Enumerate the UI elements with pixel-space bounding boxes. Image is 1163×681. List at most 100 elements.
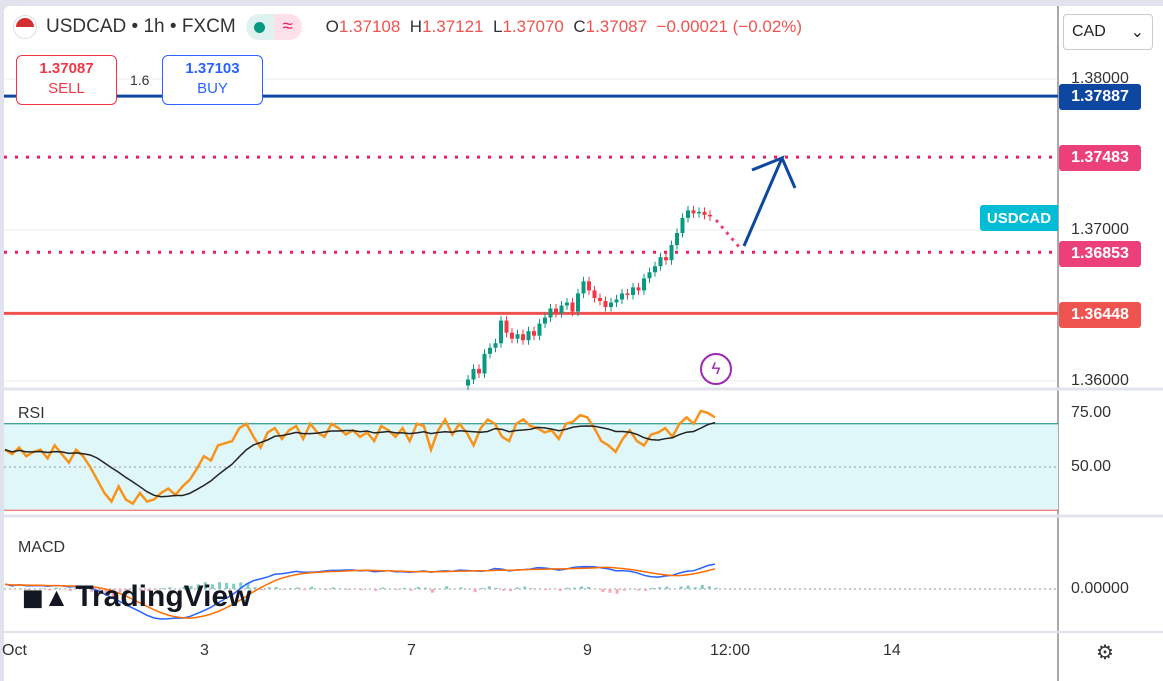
level-tag: 1.36853 [1059, 241, 1141, 267]
market-open-icon [245, 14, 274, 40]
spread: 1.6 [130, 72, 150, 88]
macd-histogram-bar [139, 589, 143, 591]
macd-histogram-bar [622, 589, 626, 591]
price-tick: 1.37000 [1071, 221, 1129, 238]
macd-histogram-bar [274, 587, 278, 589]
time-tick: Oct [2, 642, 27, 659]
macd-histogram-bar [636, 589, 640, 591]
tv-logo-icon: ◼▲ [22, 581, 70, 612]
price-tick: 1.36000 [1071, 372, 1129, 389]
macd-histogram-bar [47, 589, 51, 591]
macd-histogram-bar [565, 587, 569, 589]
macd-histogram-bar [253, 587, 257, 589]
macd-histogram-bar [118, 589, 122, 593]
candle-body [614, 299, 619, 303]
macd-histogram-bar [260, 589, 264, 591]
rsi-line [4, 409, 716, 506]
candle-body [592, 290, 597, 298]
macd-histogram-bar [331, 587, 335, 589]
chevron-down-icon: ⌄ [1130, 24, 1144, 41]
macd-histogram-bar [658, 587, 662, 589]
time-tick: 9 [583, 642, 592, 659]
candle-body [482, 353, 487, 374]
candle-body [532, 331, 536, 336]
macd-histogram-bar [679, 586, 683, 589]
macd-histogram-bar [360, 589, 363, 591]
lightning-event-icon[interactable]: ϟ [700, 353, 732, 385]
macd-histogram-bar [111, 589, 115, 597]
macd-histogram-bar [558, 589, 562, 591]
macd-histogram-bar [651, 587, 655, 589]
candle-body [515, 334, 520, 339]
candle-body [576, 293, 580, 312]
macd-histogram-bar [296, 587, 300, 589]
macd-histogram-bar [516, 587, 520, 589]
macd-histogram-bar [125, 589, 129, 595]
macd-histogram-bar [665, 586, 669, 589]
market-status[interactable]: ≈ [245, 14, 302, 40]
time-tick: 12:00 [710, 642, 751, 659]
macd-histogram-bar [26, 589, 30, 590]
macd-histogram-bar [480, 588, 484, 589]
macd-histogram-bar [608, 589, 612, 593]
macd-tick: 0.00000 [1071, 580, 1129, 597]
candle-body [658, 257, 663, 267]
candle-body [471, 368, 476, 380]
projection-arrow-icon [742, 155, 797, 247]
candle-body [499, 320, 503, 344]
macd-histogram-bar [324, 589, 328, 591]
candle-body [521, 334, 525, 341]
macd-histogram-bar [523, 586, 527, 589]
macd-histogram-bar [573, 587, 576, 589]
candle-body [702, 211, 707, 215]
macd-histogram-bar [445, 586, 449, 589]
macd-histogram-bar [544, 589, 548, 591]
usd-cad-flag-icon [14, 16, 36, 38]
level-tag: 1.37887 [1059, 84, 1141, 110]
candle-body [620, 293, 624, 300]
macd-histogram-bar [580, 586, 584, 589]
macd-histogram-bar [196, 584, 200, 589]
candle-body [647, 272, 652, 279]
macd-histogram-bar [289, 588, 292, 589]
rsi-tick: 75.00 [1071, 404, 1112, 421]
macd-histogram-bar [267, 587, 271, 589]
symbol-title[interactable]: USDCAD • 1h • FXCM [46, 16, 236, 37]
macd-histogram-bar [459, 587, 463, 589]
settings-gear-icon[interactable]: ⚙ [1096, 642, 1114, 664]
candle-body [510, 332, 514, 339]
macd-histogram-bar [68, 589, 72, 592]
candle-body [675, 233, 679, 246]
buy-button[interactable]: 1.37103 BUY [162, 55, 263, 105]
candle-body [669, 245, 674, 261]
price-tick: 1.38000 [1071, 70, 1129, 87]
macd-histogram-bar [587, 587, 591, 589]
currency-select[interactable]: CAD ⌄ [1063, 14, 1153, 50]
macd-histogram-bar [438, 588, 442, 589]
candle-body [504, 320, 509, 333]
candle-body [636, 287, 641, 291]
candle-body [686, 210, 690, 218]
candle-body [598, 297, 602, 301]
macd-histogram-bar [644, 589, 647, 591]
macd-histogram-bar [76, 588, 79, 589]
candle-body [543, 317, 547, 324]
macd-histogram-bar [416, 586, 420, 589]
macd-histogram-bar [303, 589, 307, 591]
candle-body [587, 281, 591, 291]
candle-body [526, 331, 531, 341]
macd-histogram-bar [210, 584, 214, 589]
candle-body [477, 368, 481, 374]
candle-body [488, 347, 492, 354]
candle-body [642, 278, 646, 291]
macd-histogram-bar [19, 588, 23, 589]
macd-histogram-bar [132, 589, 136, 595]
sell-button[interactable]: 1.37087 SELL [16, 55, 117, 105]
macd-histogram-bar [161, 588, 165, 589]
projection-dotted-line [714, 219, 742, 249]
macd-histogram-bar [715, 587, 718, 589]
candle-body [548, 308, 553, 318]
candle-body [653, 266, 657, 273]
macd-histogram-bar [147, 589, 150, 592]
candle-body [554, 308, 558, 314]
